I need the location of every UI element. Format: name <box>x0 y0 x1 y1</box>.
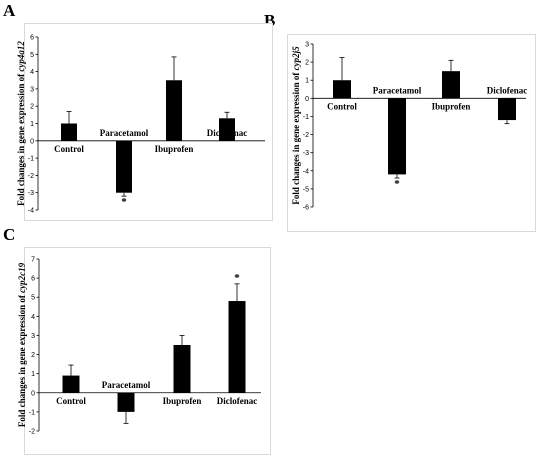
y-tick-label: -3 <box>303 150 309 157</box>
category-label: Control <box>56 396 86 406</box>
bar <box>116 140 132 193</box>
y-tick-label: 4 <box>30 69 34 76</box>
chart-b-svg: -6 -5 -4 -3 -2 -1 0 1 2 3 Fold changes in gene exp… <box>291 42 528 212</box>
bar <box>333 80 351 99</box>
significance-marker: * <box>394 178 400 190</box>
y-tick-label: 6 <box>30 35 34 42</box>
y-tick-label: 5 <box>31 295 35 302</box>
bar <box>166 80 182 141</box>
category-label: Control <box>327 101 357 111</box>
y-tick-label: 0 <box>30 138 34 145</box>
y-tick-label: 4 <box>31 314 35 321</box>
y-tick-label: 1 <box>31 371 35 378</box>
y-tick-label: -4 <box>28 208 34 215</box>
y-tick-label: 2 <box>31 352 35 359</box>
category-label: Diclofenac <box>217 396 258 406</box>
y-tick-label: 0 <box>305 96 309 103</box>
y-tick-label: -2 <box>303 132 309 139</box>
category-label: Diclofenac <box>207 128 248 138</box>
chart-c-svg: -2 -1 0 1 2 3 4 5 6 7 Fold changes in gene express… <box>17 257 261 436</box>
bar <box>228 301 246 393</box>
chart-panel-c: -2 -1 0 1 2 3 4 5 6 7 Fold changes in gene express… <box>17 247 271 455</box>
y-tick-label: 7 <box>31 257 35 264</box>
panel-label-c: C <box>3 225 16 244</box>
y-tick-label: 1 <box>305 78 309 85</box>
chart-a-svg: -4 -3 -2 -1 0 1 2 3 4 5 6 Fold changes in gene expr… <box>16 35 265 215</box>
y-axis-title-text: Fold changes in gene expression of <box>291 70 301 204</box>
bar <box>62 375 80 393</box>
y-tick-label: 1 <box>30 121 34 128</box>
significance-marker: * <box>234 272 240 284</box>
y-axis-title-text: Fold changes in gene expression of <box>16 72 26 206</box>
y-tick-label: -4 <box>303 168 309 175</box>
y-tick-label: -6 <box>303 205 309 212</box>
category-label: Ibuprofen <box>155 144 194 154</box>
category-label: Ibuprofen <box>432 101 471 111</box>
y-tick-label: -1 <box>303 114 309 121</box>
category-label: Control <box>54 144 84 154</box>
y-axis-title: Fold changes in gene expression of cyp2j… <box>291 46 301 205</box>
chart-panel-a: -4 -3 -2 -1 0 1 2 3 4 5 6 Fold changes in gene expr… <box>16 23 273 221</box>
y-tick-label: 3 <box>30 86 34 93</box>
y-tick-label: -5 <box>303 186 309 193</box>
y-tick-label: -1 <box>29 409 35 416</box>
bar <box>219 118 235 141</box>
category-label: Ibuprofen <box>163 396 202 406</box>
y-axis-title-gene: cyp2j5 <box>291 46 301 70</box>
category-label: Paracetamol <box>100 128 149 138</box>
panel-label-a: A <box>3 1 16 20</box>
category-label: Diclofenac <box>487 85 528 95</box>
bar <box>61 123 77 141</box>
y-axis-title-gene: cyp2c19 <box>17 262 27 292</box>
y-tick-label: -1 <box>28 156 34 163</box>
y-axis-title-text: Fold changes in gene expression of <box>17 293 27 427</box>
bar <box>173 345 191 393</box>
y-axis-title-gene: cyp4a12 <box>16 41 26 72</box>
bar <box>117 392 135 412</box>
y-tick-label: 2 <box>30 104 34 111</box>
significance-marker: * <box>121 196 127 208</box>
y-tick-label: -2 <box>28 173 34 180</box>
category-label: Paracetamol <box>102 380 151 390</box>
y-tick-label: 3 <box>305 42 309 49</box>
chart-panel-b: -6 -5 -4 -3 -2 -1 0 1 2 3 Fold changes in gene exp… <box>287 34 536 232</box>
y-tick-label: 2 <box>305 60 309 67</box>
bar <box>498 98 516 121</box>
y-axis-title: Fold changes in gene expression of cyp2c… <box>17 262 27 427</box>
y-tick-label: 3 <box>31 333 35 340</box>
bar <box>442 71 460 99</box>
y-tick-label: 5 <box>30 52 34 59</box>
y-tick-label: 0 <box>31 390 35 397</box>
y-axis-title: Fold changes in gene expression of cyp4a… <box>16 41 26 206</box>
y-tick-label: -3 <box>28 190 34 197</box>
category-label: Paracetamol <box>373 85 422 95</box>
y-tick-label: 6 <box>31 276 35 283</box>
bar <box>388 98 406 175</box>
y-tick-label: -2 <box>29 429 35 436</box>
panel-label-b: B <box>264 11 276 30</box>
